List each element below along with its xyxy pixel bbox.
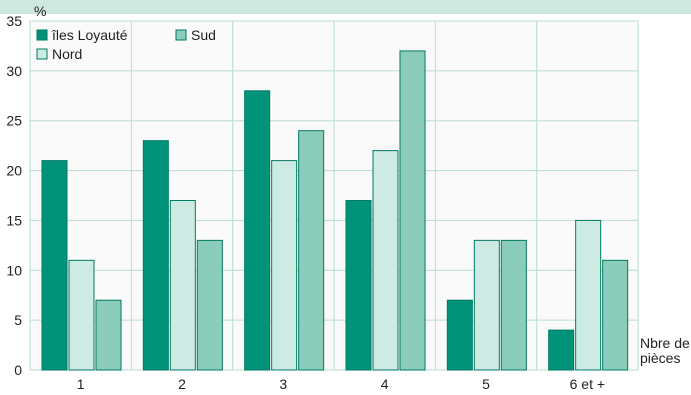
- x-tick-label: 6 et +: [570, 376, 605, 392]
- y-tick-label: 25: [6, 113, 22, 129]
- y-axis-label: %: [34, 3, 46, 19]
- x-tick-label: 3: [279, 376, 287, 392]
- legend-label: îles Loyauté: [51, 27, 128, 43]
- y-tick-label: 0: [14, 362, 22, 378]
- legend-swatch: [36, 29, 48, 41]
- bar: [399, 50, 426, 371]
- bar: [169, 199, 196, 371]
- bars: [41, 50, 629, 371]
- bar: [548, 329, 575, 371]
- legend: îles Loyauté Nord Sud: [36, 27, 216, 62]
- top-band: [0, 0, 691, 14]
- bar: [473, 239, 500, 371]
- bar: [95, 299, 122, 371]
- x-axis-label: Nbre de pièces: [640, 335, 691, 366]
- y-axis-ticks: 0 5 10 15 20 25 30 35: [6, 13, 22, 378]
- bar: [602, 259, 629, 371]
- legend-label: Sud: [191, 27, 216, 43]
- x-tick-label: 1: [77, 376, 85, 392]
- y-tick-label: 20: [6, 163, 22, 179]
- bar: [244, 90, 271, 371]
- bar: [372, 150, 399, 371]
- bar: [68, 259, 95, 371]
- bar: [142, 140, 169, 371]
- legend-swatch: [36, 48, 48, 60]
- gridlines: [30, 20, 638, 371]
- x-tick-label: 5: [482, 376, 490, 392]
- bar: [575, 219, 602, 371]
- bar: [345, 199, 372, 371]
- bar: [271, 160, 298, 371]
- y-tick-label: 30: [6, 63, 22, 79]
- y-tick-label: 5: [14, 312, 22, 328]
- bar: [41, 160, 68, 371]
- y-tick-label: 10: [6, 262, 22, 278]
- bar: [298, 130, 325, 371]
- y-tick-label: 35: [6, 13, 22, 29]
- x-axis-label-line-2: pièces: [640, 350, 680, 366]
- bar: [196, 239, 223, 371]
- x-axis-ticks: 1 2 3 4 5 6 et +: [77, 376, 605, 392]
- legend-swatch: [175, 29, 187, 41]
- legend-label: Nord: [52, 46, 82, 62]
- bar: [446, 299, 473, 371]
- x-tick-label: 4: [381, 376, 389, 392]
- x-tick-label: 2: [178, 376, 186, 392]
- x-axis-label-line-1: Nbre de: [640, 335, 690, 351]
- y-tick-label: 15: [6, 212, 22, 228]
- bar: [500, 239, 527, 371]
